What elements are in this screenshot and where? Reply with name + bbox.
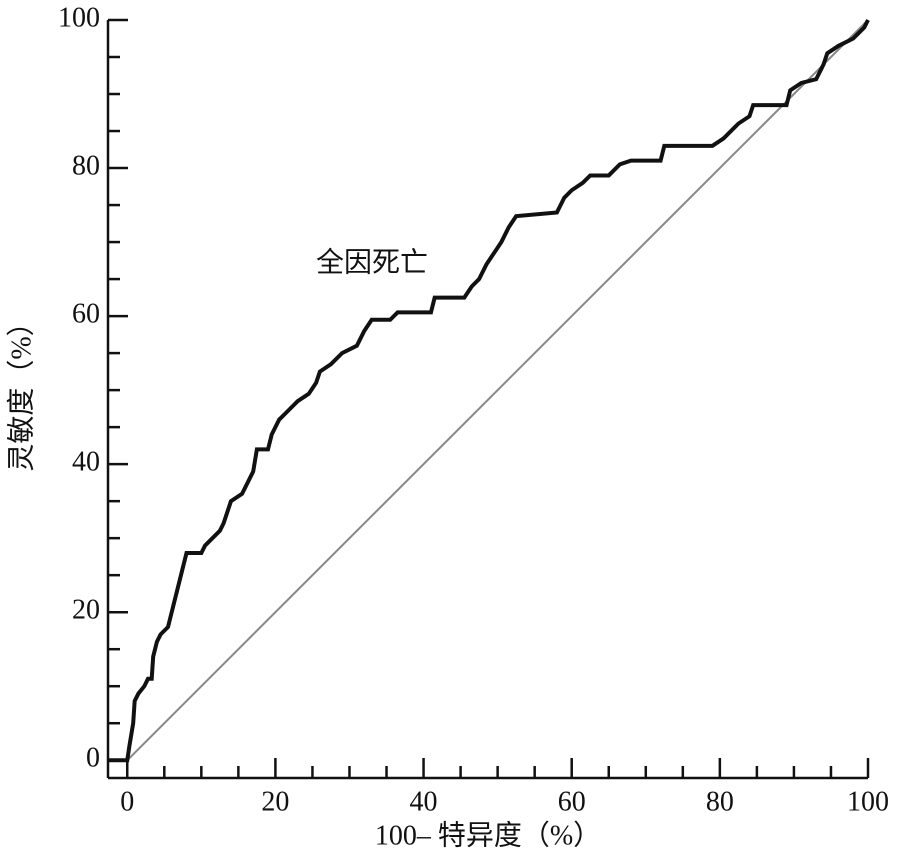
x-tick-label: 100 xyxy=(847,786,889,817)
roc-curve xyxy=(108,19,870,763)
annotation: 全因死亡 xyxy=(316,246,428,278)
y-axis-label: 灵敏度（%） xyxy=(5,308,37,471)
y-tick-label: 80 xyxy=(72,150,100,181)
y-tick-label: 20 xyxy=(72,595,100,626)
x-tick-label: 20 xyxy=(261,786,289,817)
y-tick-label: 0 xyxy=(86,743,100,774)
x-tick-label: 60 xyxy=(558,786,586,817)
y-tick-label: 100 xyxy=(58,2,100,33)
y-tick-label: 40 xyxy=(72,447,100,478)
reference-line xyxy=(126,19,869,761)
x-tick-label: 40 xyxy=(410,786,438,817)
x-tick-label: 0 xyxy=(120,786,134,817)
y-tick-label: 60 xyxy=(72,299,100,330)
x-tick-label: 80 xyxy=(706,786,734,817)
x-axis-label: 100– 特异度（%） xyxy=(375,819,601,851)
